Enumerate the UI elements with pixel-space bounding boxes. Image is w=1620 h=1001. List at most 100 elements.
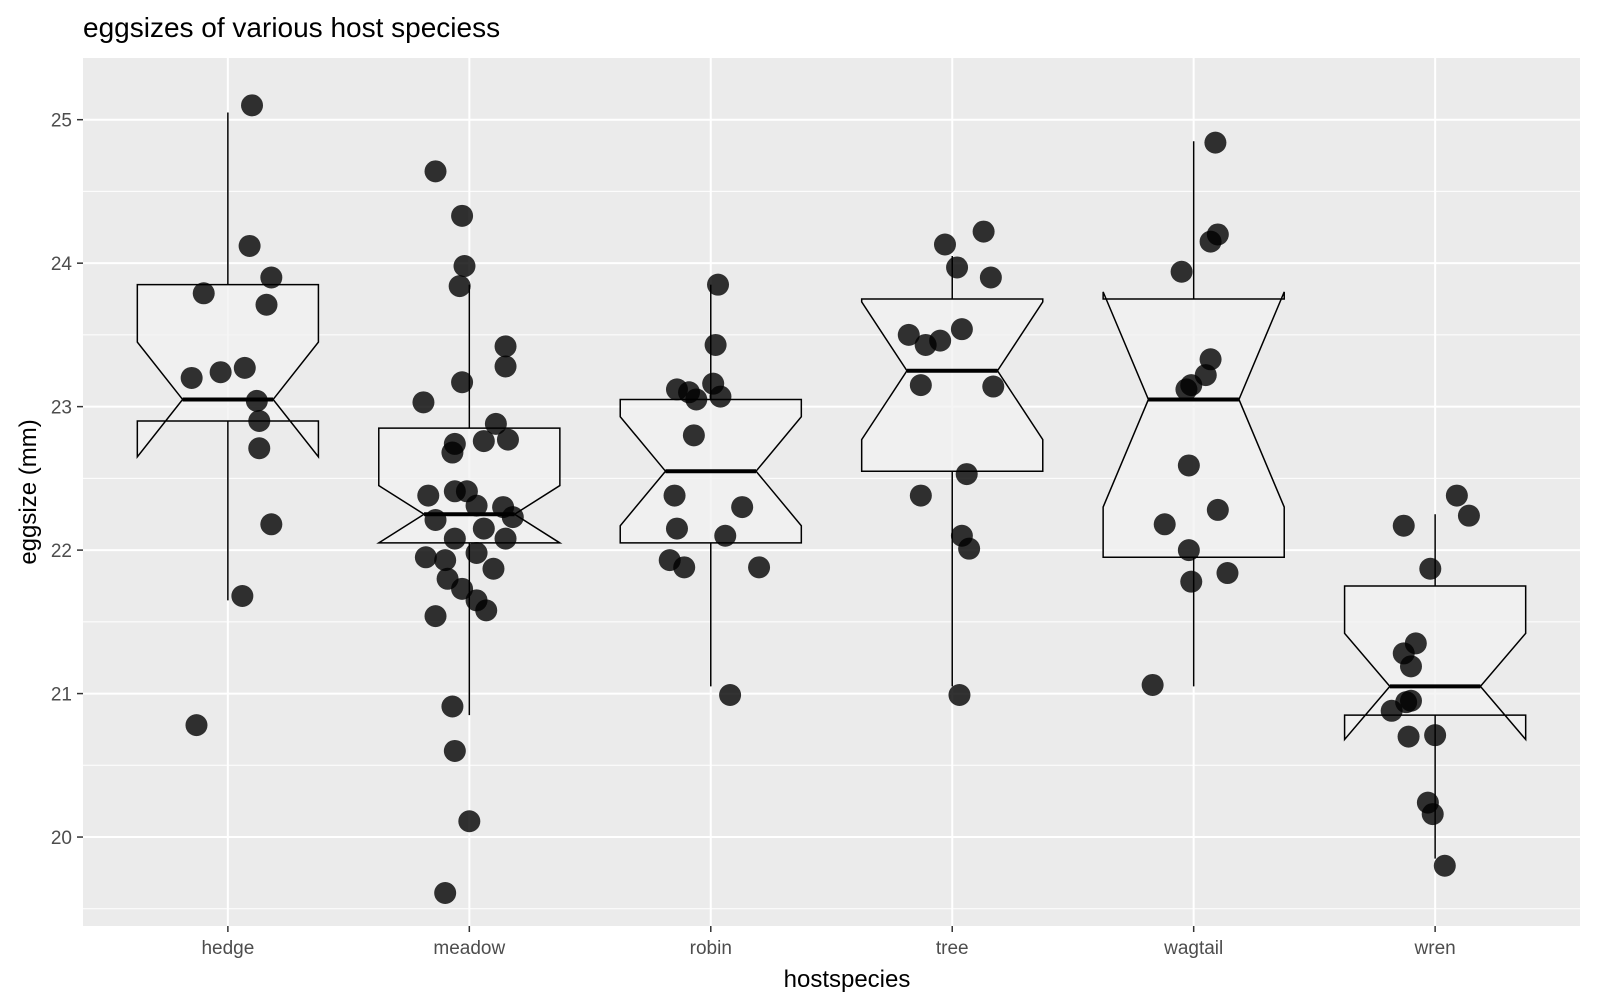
- y-tick-label: 23: [51, 398, 72, 419]
- point-meadow: [496, 428, 519, 451]
- point-meadow: [451, 204, 474, 227]
- point-meadow: [472, 517, 495, 540]
- point-wagtail: [1177, 539, 1200, 562]
- point-meadow: [472, 430, 495, 453]
- point-wren: [1380, 699, 1403, 722]
- point-hedge: [185, 714, 208, 737]
- point-hedge: [248, 409, 271, 432]
- point-tree: [909, 374, 932, 397]
- point-wren: [1445, 484, 1468, 507]
- point-wren: [1419, 557, 1442, 580]
- point-tree: [972, 220, 995, 243]
- point-tree: [950, 318, 973, 341]
- y-tick-label: 24: [51, 254, 73, 275]
- point-hedge: [260, 266, 283, 289]
- point-hedge: [241, 94, 264, 117]
- point-wagtail: [1216, 562, 1239, 585]
- point-robin: [685, 388, 708, 411]
- point-tree: [948, 684, 971, 707]
- point-wren: [1424, 724, 1447, 747]
- point-meadow: [412, 391, 435, 414]
- x-axis-title: hostspecies: [784, 966, 911, 993]
- point-tree: [946, 256, 969, 279]
- y-axis-ticks: 20 21 22 23 24 25: [51, 111, 83, 849]
- point-robin: [665, 517, 688, 540]
- x-axis-ticks: hedge meadow robin tree wagtail wren: [201, 926, 1456, 959]
- point-meadow: [434, 549, 457, 572]
- point-meadow: [494, 335, 517, 358]
- point-tree: [982, 375, 1005, 398]
- point-hedge: [238, 234, 261, 257]
- point-wren: [1392, 514, 1415, 537]
- point-hedge: [192, 282, 215, 305]
- point-robin: [748, 556, 771, 579]
- plot-panel: [83, 58, 1580, 926]
- x-tick-label-wren: wren: [1414, 938, 1456, 959]
- point-wagtail: [1177, 454, 1200, 477]
- point-meadow: [465, 494, 488, 517]
- point-meadow: [424, 605, 447, 628]
- point-hedge: [180, 366, 203, 389]
- y-tick-label: 25: [51, 111, 72, 132]
- y-tick-label: 20: [51, 828, 72, 849]
- point-meadow: [424, 508, 447, 531]
- point-meadow: [441, 695, 464, 718]
- point-robin: [731, 496, 754, 519]
- point-meadow: [434, 882, 457, 905]
- point-wagtail: [1180, 570, 1203, 593]
- point-meadow: [484, 412, 507, 435]
- chart-title: eggsizes of various host speciess: [83, 12, 500, 43]
- point-hedge: [233, 356, 256, 379]
- point-wagtail: [1170, 260, 1193, 283]
- point-tree: [979, 266, 1002, 289]
- point-meadow: [441, 441, 464, 464]
- point-meadow: [443, 739, 466, 762]
- y-tick-label: 22: [51, 541, 72, 562]
- data-points: [180, 94, 1480, 905]
- point-robin: [707, 273, 730, 296]
- point-wagtail: [1180, 374, 1203, 397]
- point-hedge: [260, 513, 283, 536]
- point-tree: [933, 233, 956, 256]
- box-wagtail: [1102, 141, 1285, 687]
- point-hedge: [248, 437, 271, 460]
- point-meadow: [443, 527, 466, 550]
- point-meadow: [417, 484, 440, 507]
- point-wagtail: [1141, 673, 1164, 696]
- point-meadow: [448, 275, 471, 298]
- point-tree: [955, 463, 978, 486]
- point-meadow: [501, 506, 524, 529]
- y-tick-label: 21: [51, 685, 72, 706]
- x-tick-label-wagtail: wagtail: [1163, 938, 1223, 959]
- point-tree: [914, 333, 937, 356]
- point-wren: [1421, 803, 1444, 826]
- x-tick-label-tree: tree: [936, 938, 969, 959]
- point-meadow: [494, 527, 517, 550]
- x-tick-label-hedge: hedge: [201, 938, 254, 959]
- point-robin: [663, 484, 686, 507]
- point-tree: [909, 484, 932, 507]
- point-wren: [1457, 504, 1480, 527]
- y-axis-title: eggsize (mm): [15, 419, 42, 564]
- point-wren: [1433, 854, 1456, 877]
- point-tree: [958, 537, 981, 560]
- point-robin: [714, 524, 737, 547]
- point-hedge: [209, 361, 232, 384]
- x-tick-label-meadow: meadow: [433, 938, 505, 959]
- point-wren: [1397, 725, 1420, 748]
- minor-gridlines: [83, 190, 1580, 910]
- point-meadow: [482, 557, 505, 580]
- point-robin: [719, 684, 742, 707]
- point-meadow: [494, 355, 517, 378]
- point-meadow: [465, 541, 488, 564]
- point-wagtail: [1199, 230, 1222, 253]
- point-robin: [673, 556, 696, 579]
- point-meadow: [458, 810, 481, 833]
- point-meadow: [424, 160, 447, 183]
- point-robin: [709, 385, 732, 408]
- point-hedge: [245, 389, 268, 412]
- point-hedge: [255, 293, 278, 316]
- x-tick-label-robin: robin: [690, 938, 732, 959]
- point-tree: [897, 323, 920, 346]
